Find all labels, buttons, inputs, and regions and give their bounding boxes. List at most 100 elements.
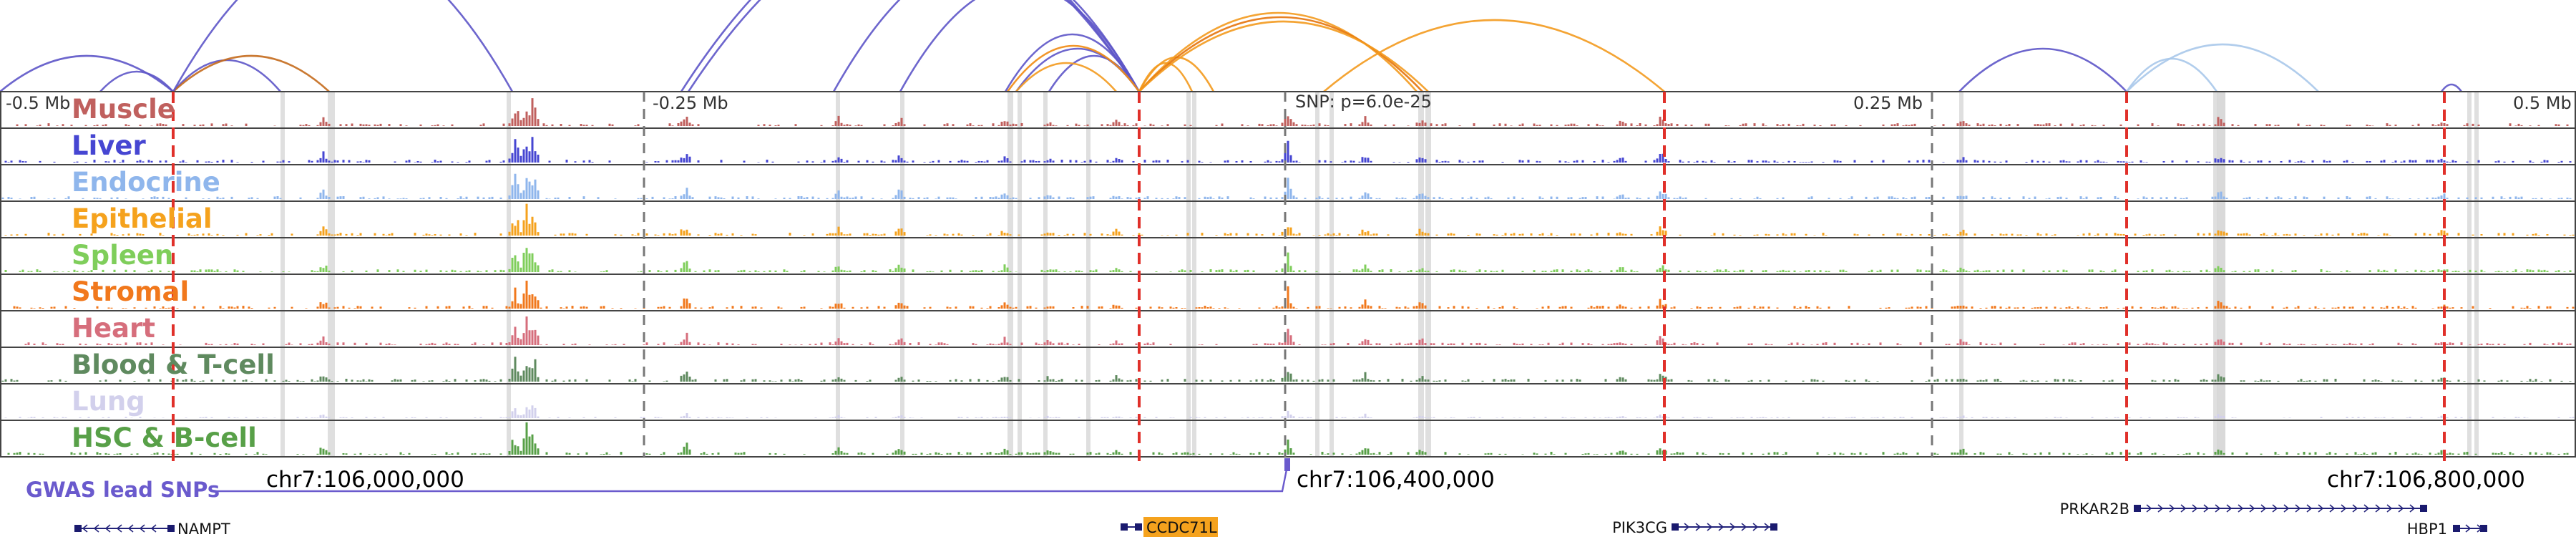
gene-strand-arrow [2203, 504, 2210, 513]
track-label: Liver [72, 130, 146, 161]
gene-strand-arrow [104, 524, 111, 533]
gene-strand-arrow [2272, 504, 2278, 513]
chromatin-loop-arc [1138, 20, 1429, 92]
chromatin-loop-arc [1138, 56, 1215, 92]
scale-tick-label: -0.25 Mb [653, 93, 728, 113]
chromatin-loop-arc [2126, 43, 2319, 92]
track-label: Blood & T-cell [72, 349, 275, 380]
gene-exon [2134, 505, 2141, 512]
gene-strand-arrow [1707, 523, 1713, 531]
gene-strand-arrow [2238, 504, 2244, 513]
gene-strand-arrow [2352, 504, 2358, 513]
track-signal [24, 316, 2572, 345]
gene-strand-arrow [150, 524, 157, 533]
track-label: Spleen [72, 240, 173, 271]
track-signal [0, 422, 2569, 455]
chromatin-loop-arc [172, 54, 330, 92]
gene-exon [2453, 525, 2460, 532]
gene-strand-arrow [139, 524, 145, 533]
coordinate-label: chr7:106,800,000 [2327, 467, 2525, 493]
gene-exon [74, 525, 82, 532]
gene-label: PIK3CG [1612, 519, 1667, 536]
chromatin-loop-arc [1006, 44, 1141, 92]
gwas-row: GWAS lead SNPs chr7:106,000,000 chr7:106… [26, 458, 2525, 502]
gene-annotations: NAMPT CCDC71L PIK3CG PRKAR2B HBP1 [74, 500, 2487, 537]
track-signal [16, 98, 2569, 126]
gene-strand-arrow [2180, 504, 2187, 513]
chromatin-loop-arc [899, 0, 1141, 92]
gene-strand-arrow [2386, 504, 2393, 513]
gene-exon [2480, 525, 2487, 532]
track-signal [4, 137, 2572, 163]
gene-exon [1672, 523, 1679, 531]
chromatin-loop-arc [1004, 33, 1141, 92]
chromatin-loop-arc [1958, 47, 2127, 92]
gene-label: NAMPT [177, 521, 230, 537]
gene-exon [167, 525, 175, 532]
chromatin-loops [0, 0, 2463, 93]
gene-strand-arrow [2295, 504, 2301, 513]
scale-tick-label: -0.5 Mb [6, 93, 70, 113]
chromatin-loop-arc [2440, 83, 2463, 92]
gene-exon [1770, 523, 1777, 531]
snp-pvalue-label: SNP: p=6.0e-25 [1295, 92, 1432, 112]
gene-strand-arrow [2465, 524, 2472, 533]
chromatin-loop-arc [99, 70, 174, 92]
gene-strand-arrow [1764, 523, 1770, 531]
coordinate-label: chr7:106,400,000 [1297, 467, 1495, 493]
gwas-label: GWAS lead SNPs [26, 478, 220, 502]
gene-exon [1135, 523, 1142, 531]
scale-tick-label: 0.5 Mb [2513, 93, 2572, 113]
gene-strand-arrow [2409, 504, 2416, 513]
track-labels: Muscle Liver Endocrine Epithelial Spleen Stro… [72, 94, 275, 453]
track-signal [4, 248, 2572, 272]
gene-strand-arrow [1741, 523, 1747, 531]
chromatin-loop-arc [680, 0, 1141, 92]
gene-strand-arrow [2283, 504, 2290, 513]
chromatin-loop-arc [1015, 62, 1117, 92]
gene-strand-arrow [2341, 504, 2347, 513]
gene-strand-arrow [82, 524, 88, 533]
gene-strand-arrow [2169, 504, 2175, 513]
gene-strand-arrow [2146, 504, 2152, 513]
scale-bar: -0.5 Mb -0.25 Mb SNP: p=6.0e-25 0.25 Mb … [6, 92, 2572, 113]
gene-strand-arrow [2329, 504, 2336, 513]
gene-strand-arrow [2375, 504, 2381, 513]
gene-strand-arrow [1729, 523, 1736, 531]
chromatin-loop-arc [0, 54, 174, 93]
track-signal [1, 173, 2572, 199]
gene-strand-arrow [2318, 504, 2324, 513]
gene-strand-arrow [1684, 523, 1690, 531]
chromatin-loop-arc [2125, 57, 2218, 92]
gene-strand-arrow [2192, 504, 2198, 513]
track-label: HSC & B-cell [72, 422, 257, 453]
gwas-snp-marker [1284, 458, 1290, 471]
gene-strand-arrow [2477, 524, 2483, 533]
track-label: Endocrine [72, 167, 220, 198]
gene-strand-arrow [2215, 504, 2221, 513]
chromatin-loop-arc [1138, 11, 1418, 92]
track-label: Stromal [72, 276, 189, 307]
chromatin-loop-arc [832, 0, 1141, 92]
snp-lines [172, 92, 2446, 465]
gene-strand-arrow [2363, 504, 2370, 513]
gene-strand-arrow [2157, 504, 2164, 513]
track-label: Muscle [72, 94, 175, 125]
gene-strand-arrow [93, 524, 99, 533]
track-signal [1, 357, 2572, 382]
gene-strand-arrow [2226, 504, 2233, 513]
track-signal [4, 405, 2575, 418]
gene-strand-arrow [1752, 523, 1759, 531]
gene-strand-arrow [2398, 504, 2404, 513]
gene-strand-arrow [2260, 504, 2267, 513]
gene-label: CCDC71L [1146, 519, 1217, 536]
gene-strand-arrow [127, 524, 134, 533]
gene-strand-arrow [1695, 523, 1702, 531]
gene-strand-arrow [2249, 504, 2255, 513]
gene-strand-arrow [116, 524, 122, 533]
signal-tracks [0, 91, 2576, 458]
track-signal [4, 203, 2575, 236]
gene-strand-arrow [2306, 504, 2313, 513]
